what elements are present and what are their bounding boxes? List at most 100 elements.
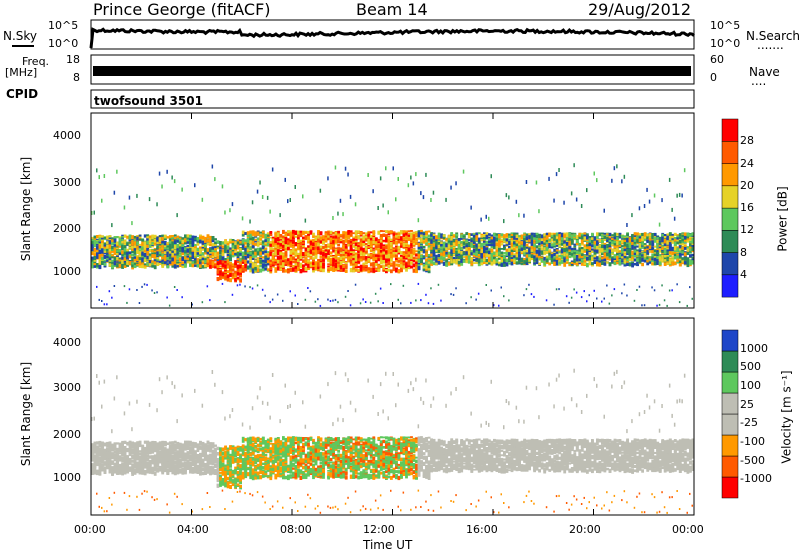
power-cell	[91, 260, 94, 265]
power-cell	[231, 247, 235, 250]
power-cell	[196, 258, 200, 262]
power-cell	[480, 235, 484, 237]
power-cell	[374, 237, 378, 241]
power-cell	[251, 240, 255, 245]
power-cell	[153, 265, 157, 270]
power-cell	[103, 261, 107, 264]
power-cell	[435, 245, 438, 250]
power-cell	[163, 257, 167, 262]
power-cell	[116, 169, 118, 174]
power-cell	[264, 233, 268, 237]
power-cell	[146, 258, 150, 262]
power-cell	[234, 252, 237, 256]
power-cell	[495, 249, 499, 253]
power-cell	[533, 255, 536, 259]
power-cell	[540, 234, 544, 239]
power-cell	[523, 238, 526, 243]
power-cell	[525, 254, 529, 258]
power-cell	[457, 255, 461, 260]
power-cell	[289, 198, 291, 202]
power-cell	[525, 249, 529, 253]
power-cell	[246, 250, 250, 255]
power-cell	[548, 262, 552, 266]
power-cell	[219, 275, 222, 279]
power-cell	[397, 246, 401, 248]
power-cell	[430, 259, 433, 263]
power-cell	[377, 264, 381, 269]
power-cell	[271, 255, 275, 258]
power-cell	[455, 253, 459, 257]
power-cell	[282, 229, 285, 234]
power-cell	[533, 240, 536, 245]
power-cell	[146, 234, 150, 237]
power-cell	[163, 249, 167, 252]
power-cell	[161, 235, 165, 237]
power-cell	[131, 240, 134, 243]
power-cell	[518, 257, 521, 261]
power-cell	[314, 246, 318, 250]
power-cell	[332, 249, 335, 253]
power-cell	[307, 249, 310, 252]
power-cell	[156, 248, 160, 251]
power-cell	[435, 260, 438, 265]
power-cell	[498, 238, 501, 241]
power-cell	[520, 236, 524, 239]
power-cell	[264, 251, 268, 255]
power-cell	[282, 239, 285, 244]
power-cell	[379, 255, 383, 259]
power-cell	[302, 245, 305, 248]
power-cell	[349, 239, 353, 242]
power-cell	[163, 235, 167, 238]
power-cell	[523, 233, 526, 236]
power-cell	[362, 238, 366, 241]
power-cell	[412, 268, 416, 273]
power-cell	[510, 239, 514, 243]
power-cell	[525, 233, 529, 237]
power-cell	[420, 261, 423, 265]
power-cell	[339, 269, 343, 272]
power-cell	[299, 249, 303, 254]
power-cell	[339, 241, 343, 244]
power-cell	[241, 244, 245, 249]
power-cell	[400, 239, 403, 243]
power-cell	[450, 235, 454, 240]
power-cell	[146, 238, 150, 242]
power-cell	[168, 249, 172, 252]
power-cell	[538, 234, 541, 239]
power-cell	[520, 262, 524, 265]
power-cell	[266, 258, 270, 261]
power-cell	[219, 265, 222, 268]
power-cell	[289, 267, 293, 270]
power-cell	[194, 244, 197, 246]
power-cell	[91, 247, 94, 252]
power-cell	[538, 245, 541, 248]
power-cell	[488, 256, 491, 259]
power-cell	[395, 236, 398, 240]
power-cell	[505, 248, 509, 251]
power-cell	[224, 301, 226, 304]
power-cell	[163, 254, 167, 258]
power-cell	[294, 242, 298, 247]
power-cell	[377, 267, 381, 272]
power-cell	[156, 253, 160, 257]
power-cell	[339, 253, 343, 257]
power-cell	[299, 256, 303, 260]
power-cell	[282, 253, 285, 258]
power-cell	[161, 253, 165, 257]
power-cell	[196, 240, 200, 243]
power-cell	[472, 248, 476, 253]
power-cell	[387, 257, 391, 260]
power-cell	[226, 243, 230, 245]
power-cell	[392, 240, 396, 245]
power-cell	[264, 294, 266, 297]
power-cell	[382, 233, 386, 237]
power-cell	[108, 256, 112, 261]
power-cell	[334, 235, 338, 239]
power-cell	[289, 269, 293, 273]
power-cell	[196, 263, 200, 268]
power-cell	[435, 241, 438, 245]
power-cell	[455, 239, 459, 242]
power-cell	[427, 247, 431, 251]
power-cell	[239, 278, 242, 282]
power-ytick-2000: 2000	[53, 222, 81, 235]
